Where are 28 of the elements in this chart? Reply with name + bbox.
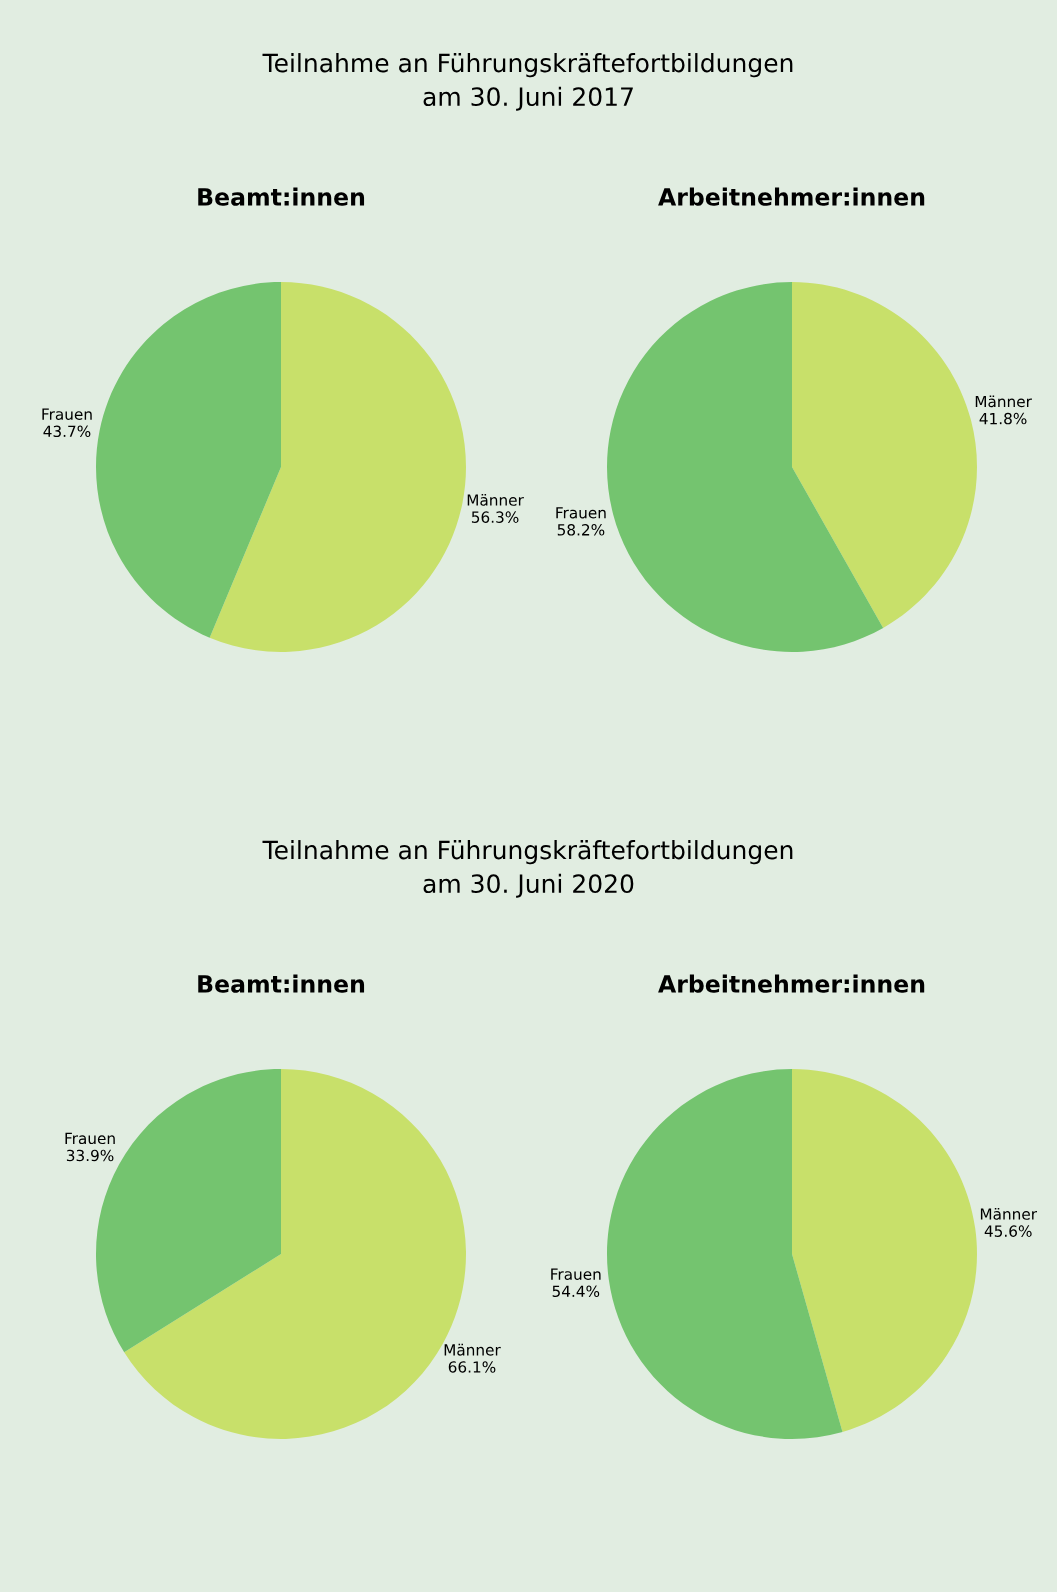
pie-slice [792,282,977,628]
data-label: 41.8% [979,412,1027,425]
data-label: 56.3% [471,511,519,523]
data-label: 45.6% [984,1225,1032,1237]
pie-slice [607,282,884,652]
slice-label: Frauen [556,507,606,519]
chart-title: Beamt:innen [198,974,365,993]
data-label: 33.9% [66,1149,114,1162]
chart-title: Arbeitnehmer:innen [658,974,925,993]
data-label: 43.7% [43,425,91,438]
data-label: 58.2% [557,524,605,536]
chart-title: Beamt:innen [198,187,365,206]
slice-label: Männer [444,1343,501,1356]
data-label: 66.1% [448,1361,496,1373]
pie-slice [607,1069,843,1439]
slice-label: Frauen [42,408,92,420]
data-label: 54.4% [552,1285,600,1298]
pie-slice [96,282,281,638]
chart-title: Arbeitnehmer:innen [658,187,925,206]
text: Teilnahme an Führungskräftefortbildungen am 30. Juni 2020 [262,840,793,898]
slice-label: Frauen [65,1132,115,1145]
slice-label: Frauen [551,1268,601,1280]
pie-slice [209,282,466,652]
slice-label: Männer [467,494,524,506]
slice-label: Männer [980,1208,1038,1220]
slice-label: Männer [975,395,1032,408]
pie-slice [792,1069,977,1432]
text: Teilnahme an Führungskräftefortbildungen am 30. Juni 2017 [262,53,793,111]
